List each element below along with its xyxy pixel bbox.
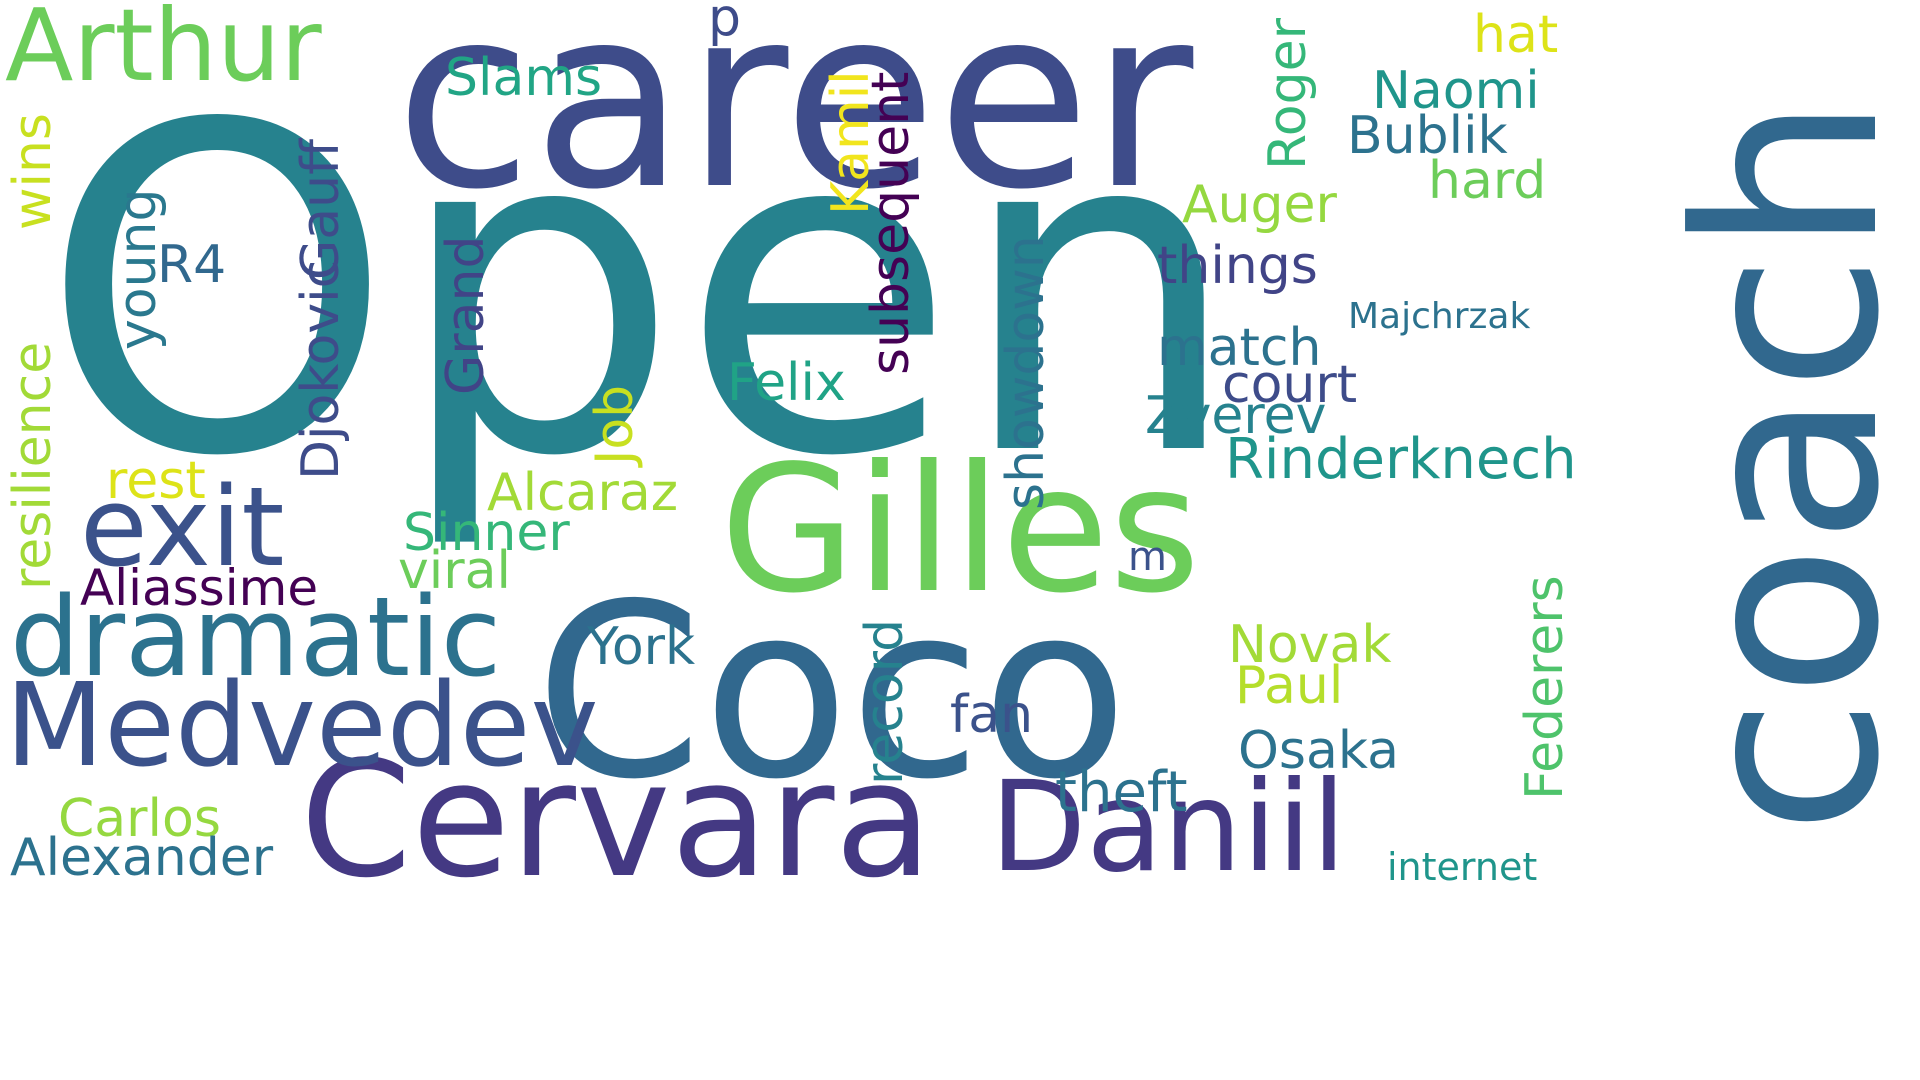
word-osaka: Osaka [1238, 721, 1399, 781]
word-gauff: Gauff [291, 138, 351, 280]
word-sinner: Sinner [403, 503, 570, 563]
word-coach: coach [1643, 95, 1920, 835]
word-young: young [108, 188, 168, 350]
word-felix: Felix [727, 353, 846, 413]
word-gilles: Gilles [720, 429, 1200, 632]
word-match: match [1157, 318, 1321, 378]
word-naomi: Naomi [1372, 61, 1540, 121]
word-bublik: Bublik [1347, 106, 1508, 166]
word-exit: exit [80, 463, 285, 591]
word-hat: hat [1473, 5, 1558, 65]
word-showdown: showdown [996, 235, 1056, 510]
word-rinderknech: Rinderknech [1225, 427, 1577, 492]
word-alexander: Alexander [10, 828, 274, 888]
word-subsequent: subsequent [861, 72, 921, 375]
word-aliassime: Aliassime [80, 559, 318, 617]
word-record: record [855, 619, 915, 785]
word-things: things [1157, 236, 1318, 296]
word-dramatic: dramatic [10, 573, 501, 701]
word-p: p [708, 0, 741, 48]
word-rest: rest [106, 451, 206, 511]
word-york: York [586, 617, 695, 677]
word-career: career [395, 0, 1194, 244]
word-fan: fan [950, 685, 1033, 745]
word-grand: Grand [436, 235, 496, 395]
word-auger: Auger [1182, 175, 1338, 235]
word-job: Job [585, 385, 645, 468]
word-medvedev: Medvedev [5, 659, 599, 793]
word-arthur: Arthur [5, 0, 322, 104]
word-wins: wins [3, 113, 63, 230]
word-hard: hard [1428, 151, 1546, 211]
word-internet: internet [1387, 845, 1537, 889]
word-slams: Slams [445, 48, 602, 108]
word-zverev: Zverev [1145, 386, 1326, 446]
word-paul: Paul [1235, 656, 1343, 716]
word-novak: Novak [1228, 615, 1391, 675]
word-carlos: Carlos [58, 789, 221, 849]
word-viral: viral [398, 541, 511, 601]
word-alcaraz: Alcaraz [487, 463, 678, 523]
word-court: court [1222, 355, 1357, 415]
word-daniil: Daniil [990, 755, 1346, 900]
word-theft: theft [1055, 760, 1188, 825]
word-majchrzak: Majchrzak [1348, 296, 1530, 337]
word-coco: Coco [535, 552, 1128, 832]
word-roger: Roger [1258, 17, 1318, 170]
word-kamil: Kamil [821, 70, 881, 215]
word-r4: R4 [157, 235, 226, 295]
word-federers: Federers [1515, 575, 1575, 800]
word-open: Open [40, 31, 1242, 555]
word-resilience: resilience [3, 342, 63, 590]
word-djokovic: Djokovic [291, 260, 351, 480]
word-cervara: Cervara [300, 726, 933, 913]
word-m: m [1128, 534, 1167, 580]
